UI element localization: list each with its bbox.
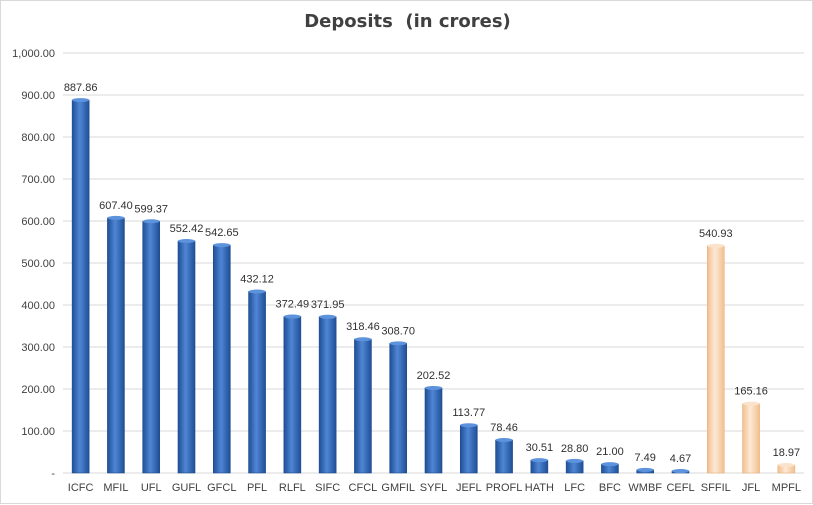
data-label-gfcl: 542.65 (205, 227, 239, 239)
category-label-lfc: LFC (564, 482, 585, 494)
bar-cap-cefl (672, 469, 689, 474)
category-label-pfl: PFL (247, 482, 267, 494)
category-label-hath: HATH (525, 482, 554, 494)
bar-cap-sffil (707, 243, 725, 248)
y-tick-label: 1,000.00 (12, 48, 55, 60)
data-label-syfl: 202.52 (417, 370, 451, 382)
x-axis-category-labels: ICFC MFIL UFL GUFL GFCL PFL RLFL SIFC CFCL GMFIL S… (68, 482, 801, 494)
bar-sifc (318, 316, 337, 474)
bars (71, 98, 796, 474)
bar-jfl (742, 403, 760, 474)
category-label-jfl: JFL (742, 482, 760, 494)
bar-cap-icfc (72, 98, 90, 103)
y-tick-label: 900.00 (21, 90, 55, 102)
bar-cfcl (354, 338, 372, 474)
data-label-jfl: 165.16 (734, 386, 768, 398)
bar-cap-ufl (142, 219, 160, 224)
category-label-gmfil: GMFIL (381, 482, 415, 494)
category-label-syfl: SYFL (420, 482, 448, 494)
bar-cap-wmbf (636, 467, 654, 472)
y-axis-tick-labels: - 100.00 200.00 300.00 400.00 500.00 600.00 700… (12, 48, 55, 480)
data-label-cfcl: 318.46 (346, 321, 380, 333)
data-label-sffil: 540.93 (699, 228, 733, 240)
data-label-mpfl: 18.97 (773, 447, 801, 459)
category-label-bfc: BFC (599, 482, 621, 494)
data-label-gmfil: 308.70 (381, 325, 415, 337)
category-label-ufl: UFL (141, 482, 162, 494)
y-tick-label: 300.00 (21, 342, 55, 354)
bar-pfl (248, 291, 266, 474)
category-label-profl: PROFL (486, 482, 523, 494)
data-label-bfc: 21.00 (596, 446, 624, 458)
category-label-rlfl: RLFL (279, 482, 306, 494)
bar-jefl (459, 424, 478, 474)
category-label-gfcl: GFCL (207, 482, 236, 494)
bar-cap-sifc (319, 314, 337, 319)
bar-gmfil (389, 343, 408, 474)
bar-cap-hath (530, 458, 548, 463)
y-tick-label: 500.00 (21, 258, 55, 270)
bar-cap-cfcl (354, 337, 372, 342)
bar-cap-mpfl (777, 463, 795, 468)
y-tick-label: 800.00 (21, 132, 55, 144)
bar-profl (495, 439, 513, 474)
bar-cap-gfcl (213, 243, 231, 248)
data-label-wmbf: 7.49 (635, 452, 656, 464)
data-label-cefl: 4.67 (670, 453, 691, 465)
bar-sffil (706, 245, 725, 474)
bar-cap-gmfil (389, 341, 407, 346)
bar-cap-profl (495, 438, 513, 443)
data-label-mfil: 607.40 (99, 200, 133, 212)
bar-gfcl (212, 244, 231, 474)
bar-icfc (71, 99, 90, 474)
bar-cap-rlfl (283, 314, 301, 319)
category-label-cfcl: CFCL (349, 482, 378, 494)
bar-syfl (424, 387, 443, 474)
category-label-mfil: MFIL (103, 482, 128, 494)
bar-cap-syfl (425, 385, 442, 390)
category-label-sffil: SFFIL (701, 482, 731, 494)
category-label-icfc: ICFC (68, 482, 94, 494)
data-label-sifc: 371.95 (311, 299, 345, 311)
y-tick-label: 600.00 (21, 216, 55, 228)
y-tick-label: 200.00 (21, 384, 55, 396)
y-tick-label: 700.00 (21, 174, 55, 186)
category-label-cefl: CEFL (666, 482, 694, 494)
bar-cap-gufl (178, 238, 195, 243)
data-label-profl: 78.46 (490, 422, 518, 434)
y-tick-label: - (51, 468, 55, 480)
bar-cap-jefl (460, 423, 478, 428)
bar-cap-bfc (601, 462, 619, 467)
data-label-gufl: 552.42 (170, 223, 204, 235)
data-label-rlfl: 372.49 (276, 299, 310, 311)
category-label-gufl: GUFL (172, 482, 201, 494)
category-label-wmbf: WMBF (628, 482, 662, 494)
bar-cap-jfl (742, 401, 760, 406)
bar-mfil (107, 217, 125, 474)
data-label-hath: 30.51 (526, 442, 554, 454)
bar-gufl (177, 240, 196, 474)
category-label-mpfl: MPFL (772, 482, 801, 494)
bar-ufl (142, 220, 161, 474)
data-label-pfl: 432.12 (240, 274, 274, 286)
bar-cap-pfl (248, 289, 266, 294)
chart-title: Deposits (in crores) (304, 11, 511, 32)
category-label-sifc: SIFC (315, 482, 340, 494)
bar-rlfl (283, 316, 302, 474)
data-label-ufl: 599.37 (134, 203, 168, 215)
bar-cap-mfil (107, 215, 125, 220)
data-label-jefl: 113.77 (452, 407, 485, 419)
y-tick-label: 100.00 (21, 426, 55, 438)
data-label-lfc: 28.80 (561, 443, 589, 455)
category-label-jefl: JEFL (456, 482, 482, 494)
y-tick-label: 400.00 (21, 300, 55, 312)
data-label-icfc: 887.86 (64, 82, 98, 94)
bar-cap-lfc (566, 458, 584, 463)
